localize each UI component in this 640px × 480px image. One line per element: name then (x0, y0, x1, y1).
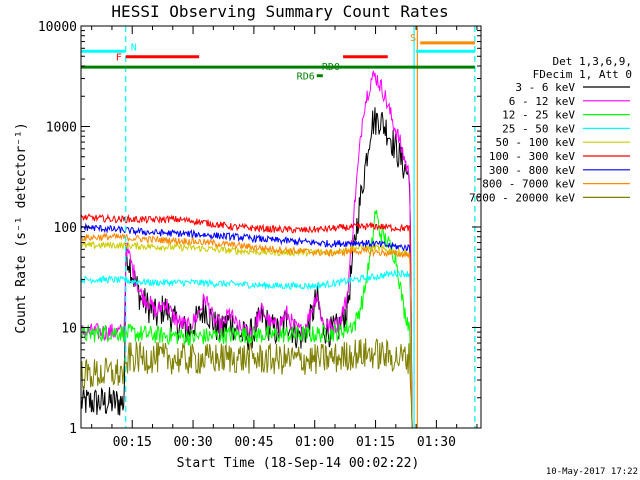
y-tick-label: 10000 (38, 20, 77, 35)
series-line-50-100-kev (81, 240, 413, 428)
series-line-100-300-kev (81, 213, 413, 428)
x-tick-label: 00:15 (113, 435, 152, 450)
legend-entry-label: 3 - 6 keV (515, 81, 575, 94)
series-line-7000-20000-kev (81, 338, 413, 428)
legend-entry-label: 12 - 25 keV (502, 109, 575, 122)
flag-label-rd0: RD0 (322, 62, 340, 73)
flag-label-rd6: RD6 (297, 72, 315, 83)
x-tick-label: 00:30 (173, 435, 212, 450)
chart-title: HESSI Observing Summary Count Rates (111, 2, 448, 21)
legend-entry-label: 100 - 300 keV (489, 150, 575, 163)
y-axis-label: Count Rate (s⁻¹ detector⁻¹) (14, 122, 29, 333)
legend-entry-label: 25 - 50 keV (502, 122, 575, 135)
flag-label-n: N (131, 42, 137, 53)
y-tick-label: 1000 (46, 121, 77, 136)
series-line-800-7000-kev (81, 231, 413, 428)
legend-entry-label: 7000 - 20000 keV (469, 191, 575, 204)
legend-entry-label: 50 - 100 keV (496, 136, 576, 149)
series-line-12-25-kev (81, 210, 413, 428)
legend-entry-label: 6 - 12 keV (509, 95, 576, 108)
footer-date: 10-May-2017 17:22 (546, 467, 638, 477)
x-tick-label: 01:00 (295, 435, 334, 450)
x-tick-label: 01:15 (356, 435, 395, 450)
flag-label-f: F (116, 53, 122, 64)
series-line-300-800-kev (81, 222, 413, 428)
x-tick-label: 00:45 (234, 435, 273, 450)
legend-header-line: FDecim 1, Att 0 (533, 68, 632, 81)
x-axis-label: Start Time (18-Sep-14 00:02:22) (177, 456, 420, 471)
y-tick-label: 1 (69, 422, 77, 437)
legend-entry-label: 800 - 7000 keV (482, 178, 575, 191)
flag-label-s: S (410, 33, 416, 44)
plot-area (81, 26, 476, 428)
y-tick-label: 10 (61, 322, 77, 337)
series-line-25-50-kev (81, 269, 413, 428)
plot-axes (80, 25, 482, 429)
x-tick-label: 01:30 (417, 435, 456, 450)
legend-header-line: Det 1,3,6,9, (553, 55, 632, 68)
y-tick-label: 100 (54, 221, 77, 236)
legend-entry-label: 300 - 800 keV (489, 164, 575, 177)
